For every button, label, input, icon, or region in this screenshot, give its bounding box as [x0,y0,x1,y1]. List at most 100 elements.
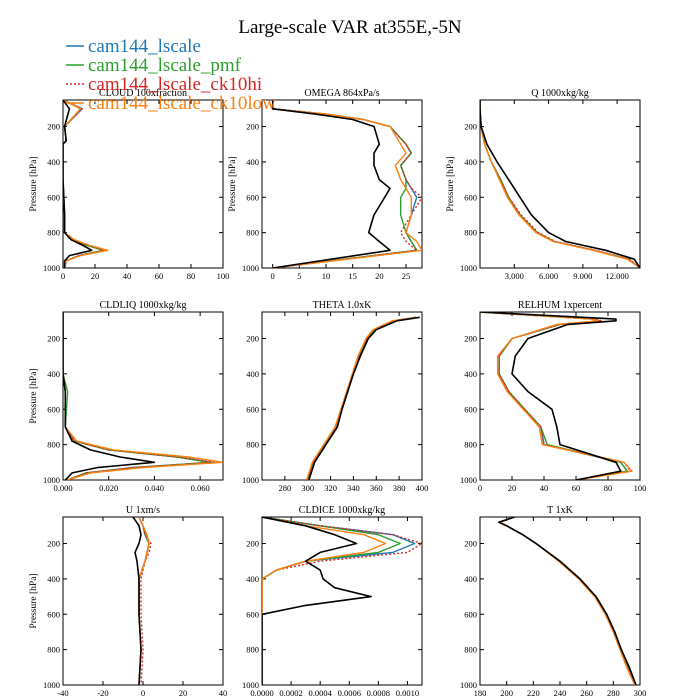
x-tick-label: -40 [57,688,68,698]
y-tick-label: 600 [246,192,259,202]
series-group [480,100,640,268]
y-tick-label: 200 [246,334,259,344]
x-tick-label: 0 [61,271,65,281]
series-line-cam144_lscale_ck10hi [499,517,637,685]
y-tick-label: 200 [47,539,60,549]
y-axis-label: Pressure [hPa] [228,156,238,211]
series-line-control [271,100,391,268]
x-tick-label: 300 [301,483,314,493]
x-tick-label: 300 [634,688,647,698]
legend-label: cam144_lscale_pmf [88,55,242,76]
panel-title: CLOUD 100xfraction [99,88,187,99]
y-tick-label: 600 [464,404,477,414]
x-tick-label: 260 [580,688,593,698]
series-line-cam144_lscale [63,312,213,480]
series-line-control [308,316,420,480]
series-line-cam144_lscale_pmf [499,517,637,685]
x-tick-label: 380 [393,483,406,493]
x-tick-label: 200 [500,688,513,698]
y-tick-label: 400 [464,157,477,167]
y-tick-label: 800 [47,645,60,655]
series-line-cam144_lscale_ck10low [272,100,422,268]
plot-frame [62,99,224,269]
y-tick-label: 400 [47,157,60,167]
series-group [262,517,422,685]
y-tick-label: 600 [464,192,477,202]
series-line-cam144_lscale_ck10hi [480,312,632,480]
series-line-cam144_lscale_pmf [307,316,417,480]
series-line-cam144_lscale_pmf [262,517,401,685]
x-tick-label: 100 [217,271,230,281]
y-tick-label: 1000 [460,475,477,485]
x-tick-label: 400 [416,483,429,493]
series-line-cam144_lscale_pmf [63,312,211,480]
x-tick-label: 0.0006 [338,688,361,698]
series-group [63,312,223,480]
x-tick-label: 180 [474,688,487,698]
series-line-cam144_lscale [499,517,637,685]
y-tick-label: 200 [464,334,477,344]
figure-title: Large-scale VAR at355E,-5N [238,17,461,38]
y-tick-label: 1000 [460,680,477,690]
series-line-cam144_lscale_ck10low [63,312,223,480]
x-tick-label: 5 [297,271,301,281]
x-tick-label: 100 [634,483,647,493]
x-tick-label: 15 [348,271,357,281]
x-tick-label: 10 [322,271,331,281]
series-line-cam144_lscale [272,100,418,268]
legend-label: cam144_lscale [88,36,201,57]
y-tick-label: 1000 [43,680,60,690]
series-line-cam144_lscale_ck10hi [272,100,422,268]
x-tick-label: 40 [219,688,228,698]
y-tick-label: 200 [464,539,477,549]
x-tick-label: 80 [187,271,196,281]
x-tick-label: 20 [508,483,517,493]
x-tick-label: 0.0010 [396,688,419,698]
y-axis-label: Pressure [hPa] [446,156,456,211]
x-tick-label: 40 [123,271,132,281]
series-line-control [480,312,622,480]
series-group [271,100,422,268]
y-tick-label: 400 [246,157,259,167]
x-tick-label: 280 [278,483,291,493]
x-tick-label: 0.040 [145,483,164,493]
x-tick-label: 3.000 [505,271,524,281]
series-group [132,517,152,685]
panel-title: U 1xm/s [126,505,160,516]
x-tick-label: 0 [141,688,145,698]
series-line-cam144_lscale_pmf [480,312,628,480]
panel-title: CLDLIQ 1000xkg/kg [100,300,187,311]
series-group [480,312,633,480]
y-tick-label: 600 [47,404,60,414]
panel-title: RELHUM 1xpercent [518,300,602,311]
y-tick-label: 400 [47,369,60,379]
y-tick-label: 200 [47,122,60,132]
x-tick-label: 0.0004 [308,688,332,698]
series-line-cam144_lscale [307,316,417,480]
x-tick-label: 0.060 [191,483,210,493]
legend-item: cam144_lscale_pmf [66,55,242,76]
y-tick-label: 400 [47,574,60,584]
plot-frame [62,311,224,481]
y-tick-label: 800 [246,228,259,238]
x-tick-label: 80 [604,483,613,493]
series-line-control [497,517,637,685]
y-tick-label: 200 [246,539,259,549]
legend-label: cam144_lscale_ck10low [88,93,276,114]
legend-item: cam144_lscale [66,36,201,57]
y-axis-label: Pressure [hPa] [29,573,39,628]
y-axis-label: Pressure [hPa] [29,156,39,211]
series-group [497,517,637,685]
x-tick-label: 20 [375,271,384,281]
x-tick-label: 220 [527,688,540,698]
x-tick-label: 9.000 [573,271,592,281]
series-line-cam144_lscale_ck10low [480,312,633,480]
y-tick-label: 1000 [242,263,259,273]
series-line-cam144_lscale [480,312,628,480]
